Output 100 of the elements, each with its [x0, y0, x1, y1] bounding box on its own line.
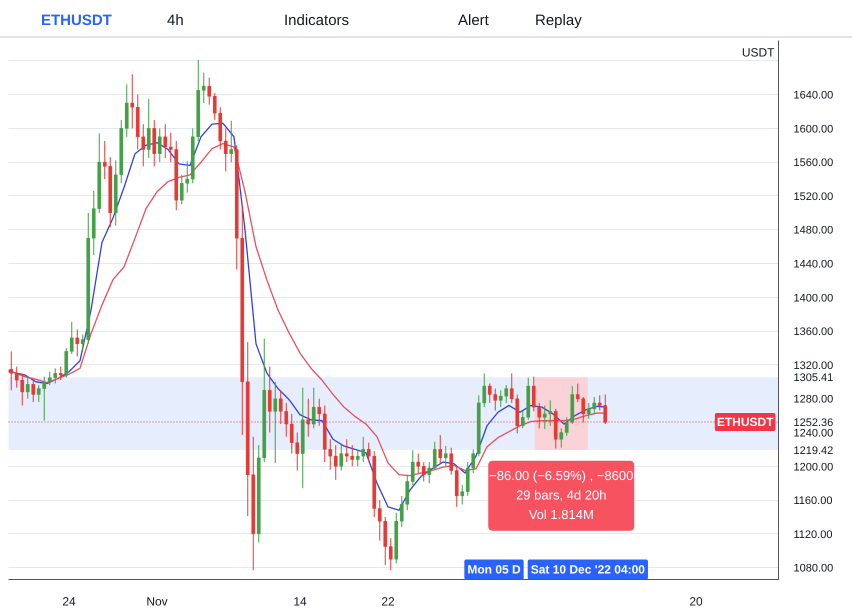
- candlestick: [48, 371, 52, 386]
- x-tick-label: 24: [62, 594, 76, 608]
- x-tick-label: 20: [689, 594, 703, 608]
- candlestick: [273, 381, 278, 464]
- y-tick-label: 1400.00: [794, 292, 834, 304]
- candlestick: [548, 400, 552, 426]
- candlestick: [278, 390, 283, 425]
- y-tick-label: 1600.00: [794, 123, 834, 136]
- candlestick: [559, 428, 564, 448]
- candlestick: [168, 132, 173, 163]
- ref-line-label: ETHUSDT: [716, 415, 774, 430]
- candlestick: [460, 484, 464, 505]
- y-tick-label: 1160.00: [794, 495, 832, 508]
- candlestick: [603, 394, 608, 425]
- candlestick: [42, 376, 46, 422]
- candlestick: [306, 398, 310, 438]
- candlestick: [542, 404, 547, 430]
- candlestick: [586, 402, 591, 420]
- candlestick: [438, 434, 442, 464]
- candlestick: [312, 387, 316, 429]
- candlestick: [366, 442, 371, 463]
- candlestick: [224, 128, 228, 172]
- candlestick: [532, 376, 536, 412]
- candlestick: [405, 474, 410, 511]
- chart-title: ETHUSDT: [41, 11, 112, 31]
- y-tick-label: 1240.00: [794, 428, 834, 440]
- candlestick: [268, 366, 272, 433]
- annotation: Sat 10 Dec '22 04:00: [530, 562, 646, 576]
- candlestick: [444, 446, 448, 468]
- y-tick-label: 1252.36: [794, 417, 834, 430]
- candlestick: [493, 388, 498, 412]
- candlestick: [141, 124, 146, 167]
- candlestick: [537, 402, 542, 429]
- candlestick: [295, 432, 300, 472]
- candlestick: [58, 366, 63, 381]
- candlestick: [581, 396, 586, 423]
- y-tick-label: 1360.00: [794, 326, 834, 338]
- candlestick: [592, 396, 596, 414]
- y-axis-title: USDT: [742, 46, 776, 60]
- candlestick: [488, 383, 492, 404]
- candlestick: [26, 377, 30, 400]
- candlestick: [498, 390, 503, 408]
- y-tick-label: 1200.00: [794, 461, 834, 474]
- candlestick: [163, 124, 168, 158]
- candlestick: [14, 366, 19, 388]
- candlestick: [64, 348, 68, 378]
- y-tick-label: 1280.00: [794, 394, 834, 406]
- candlestick: [36, 384, 41, 403]
- x-tick-label: 14: [293, 594, 307, 608]
- candlestick: [339, 444, 344, 472]
- candlestick: [202, 72, 206, 104]
- candlestick: [20, 372, 24, 406]
- annotation: Vol 1.814M: [528, 506, 594, 522]
- annotation: 29 bars, 4d 20h: [516, 488, 606, 503]
- candlestick: [229, 120, 234, 163]
- y-tick-label: 1640.00: [794, 90, 834, 102]
- candlestick: [53, 368, 58, 384]
- candlestick: [185, 160, 190, 194]
- candlestick: [317, 398, 322, 426]
- candlestick: [180, 174, 184, 205]
- candlestick: [102, 140, 107, 180]
- candlestick: [9, 350, 14, 391]
- text: Indicators: [284, 11, 350, 31]
- candlestick: [328, 438, 332, 470]
- candlestick: [31, 380, 36, 403]
- candlestick: [158, 128, 162, 163]
- candlestick: [598, 394, 602, 412]
- candlestick: [284, 402, 288, 438]
- text: Alert: [458, 11, 489, 31]
- text: Replay: [535, 11, 582, 31]
- candlestick: [130, 74, 134, 129]
- x-tick-label: 22: [381, 594, 395, 608]
- y-tick-label: 1305.41: [794, 372, 834, 384]
- candlestick: [466, 462, 470, 496]
- y-tick-label: 1219.42: [794, 444, 834, 457]
- candlestick: [564, 416, 569, 436]
- candlestick: [212, 92, 217, 120]
- candlestick: [356, 448, 360, 467]
- candlestick: [378, 500, 382, 542]
- candlestick: [520, 410, 525, 429]
- candlestick: [427, 462, 432, 484]
- candlestick: [146, 98, 151, 158]
- candlestick: [510, 372, 514, 404]
- candlestick: [422, 462, 426, 482]
- candlestick: [416, 453, 420, 474]
- y-tick-label: 1520.00: [794, 190, 834, 203]
- candlestick: [75, 328, 80, 357]
- candlestick: [471, 448, 476, 474]
- candlestick: [410, 450, 415, 486]
- annotation: −86.00 (−6.59%) , −8600: [489, 468, 634, 484]
- candlestick: [432, 441, 437, 472]
- candlestick: [350, 444, 354, 467]
- candlestick: [361, 436, 366, 463]
- candlestick: [449, 447, 454, 476]
- y-tick-label: 1120.00: [794, 528, 832, 541]
- candlestick: [388, 538, 393, 571]
- candlestick: [207, 77, 212, 106]
- y-tick-label: 1560.00: [794, 157, 834, 170]
- candlestick: [334, 444, 338, 480]
- candlestick: [400, 495, 404, 528]
